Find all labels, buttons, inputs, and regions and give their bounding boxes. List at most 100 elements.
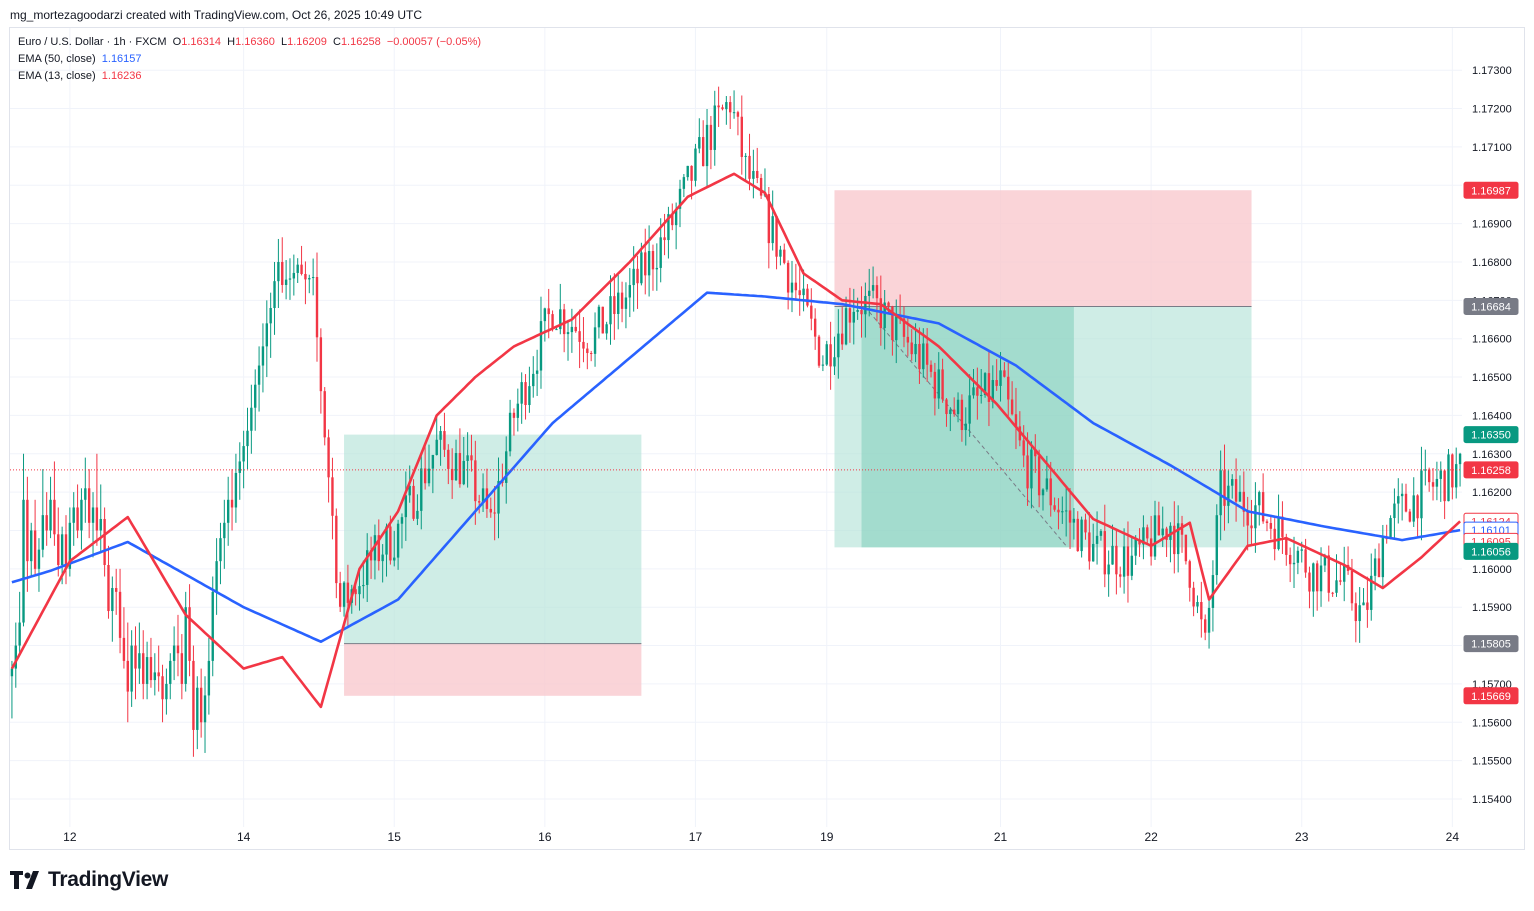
candle xyxy=(1416,494,1419,537)
candle-body xyxy=(103,518,106,566)
candle xyxy=(130,630,133,707)
candle-body xyxy=(342,582,346,607)
candle-body xyxy=(848,308,852,323)
candle xyxy=(157,645,160,692)
candle xyxy=(377,519,380,571)
candle xyxy=(786,260,790,310)
candle-body xyxy=(1331,592,1334,594)
candle-body xyxy=(250,407,253,431)
candle xyxy=(1455,447,1458,499)
candle xyxy=(1258,490,1261,526)
legend-ema50-row[interactable]: EMA (50, close) 1.16157 xyxy=(18,51,481,68)
candle-body xyxy=(794,282,798,291)
price-tick-label: 1.15500 xyxy=(1472,756,1512,768)
candle-body xyxy=(1057,509,1060,513)
candle-body xyxy=(1435,478,1439,487)
candle-body xyxy=(1053,505,1056,510)
candle xyxy=(122,607,126,669)
candle-body xyxy=(327,437,330,478)
candle xyxy=(362,560,365,599)
candle-body xyxy=(423,468,427,484)
candle xyxy=(1296,546,1300,575)
price-tick-label: 1.15400 xyxy=(1472,794,1512,806)
candle-body xyxy=(1030,449,1033,489)
candle xyxy=(806,284,809,308)
candle-body xyxy=(748,155,751,179)
candle xyxy=(118,568,122,654)
candle xyxy=(1447,448,1450,502)
candle xyxy=(145,641,149,700)
candle-body xyxy=(686,165,689,178)
tradingview-logo[interactable]: TradingView xyxy=(10,868,168,892)
candle-body xyxy=(613,296,616,314)
candle xyxy=(586,342,589,370)
candle xyxy=(37,538,41,592)
candle-body xyxy=(1165,528,1168,540)
candle xyxy=(860,286,863,338)
candle-body xyxy=(1362,602,1365,606)
candle-body xyxy=(420,468,423,511)
candle xyxy=(1003,362,1006,378)
candle-body xyxy=(547,308,550,315)
candle xyxy=(342,581,346,617)
time-tick-label: 24 xyxy=(1446,830,1460,844)
candle xyxy=(1041,488,1045,511)
candle-body xyxy=(454,453,458,481)
candle xyxy=(400,513,404,549)
price-tick-label: 1.17200 xyxy=(1472,104,1512,116)
time-tick-label: 12 xyxy=(63,830,77,844)
candle-body xyxy=(1404,493,1408,512)
candle xyxy=(524,374,527,420)
candle-body xyxy=(1431,482,1435,487)
candle-body xyxy=(1157,515,1161,536)
candle xyxy=(589,350,593,362)
candle xyxy=(381,544,384,583)
candle-body xyxy=(439,431,442,440)
candle xyxy=(717,86,720,127)
candle-body xyxy=(1088,532,1091,562)
candle xyxy=(512,408,516,436)
candle xyxy=(1288,547,1292,583)
legend-ema13-row[interactable]: EMA (13, close) 1.16236 xyxy=(18,68,481,85)
position-tools xyxy=(344,190,1252,696)
candle-body xyxy=(49,499,52,531)
candle xyxy=(64,515,68,585)
candle-body xyxy=(1184,534,1188,562)
candle-body xyxy=(725,102,728,110)
candle xyxy=(1331,591,1334,597)
candle xyxy=(76,484,79,539)
candle xyxy=(53,461,56,546)
candle-body xyxy=(605,324,608,334)
candle xyxy=(976,367,979,420)
candle xyxy=(1238,475,1242,502)
candle xyxy=(721,104,724,111)
candle-body xyxy=(701,137,705,167)
candle-body xyxy=(589,353,593,355)
ema13-label: EMA (13, close) xyxy=(18,70,96,82)
candle-body xyxy=(1061,511,1064,513)
candle-body xyxy=(10,668,14,677)
candle-body xyxy=(1010,399,1014,415)
candle xyxy=(1200,581,1203,638)
candle-body xyxy=(30,530,33,562)
candle xyxy=(628,268,632,318)
candle-body xyxy=(682,177,686,189)
candle-body xyxy=(1176,523,1180,555)
candle-body xyxy=(242,446,245,462)
candle xyxy=(667,206,670,259)
candle-body xyxy=(1122,546,1126,577)
candle-body xyxy=(215,561,218,592)
candle xyxy=(636,255,639,309)
price-tick-label: 1.16500 xyxy=(1472,372,1512,384)
candle-body xyxy=(1370,575,1373,610)
candle-body xyxy=(346,582,350,603)
candle xyxy=(655,243,659,291)
price-tag-box xyxy=(1463,426,1519,444)
candle-body xyxy=(412,485,415,519)
candle-body xyxy=(655,267,659,270)
candle xyxy=(956,392,960,423)
candle-body xyxy=(288,278,292,280)
candle-body xyxy=(1265,521,1269,524)
price-tag-label: 1.16684 xyxy=(1471,301,1511,313)
